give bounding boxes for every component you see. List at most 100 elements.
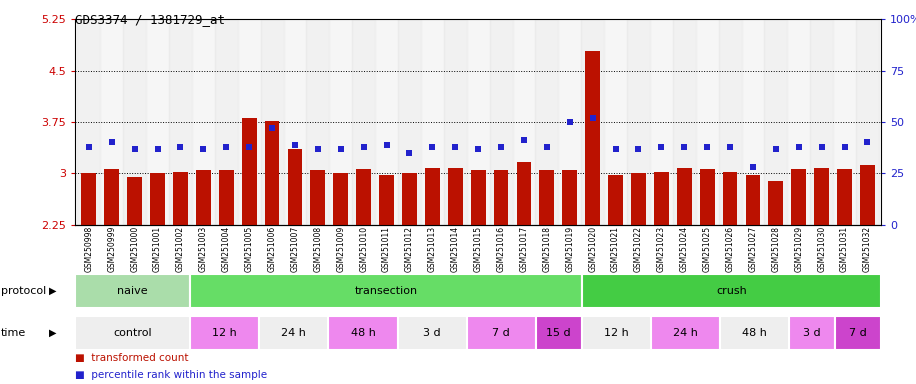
Bar [787,19,810,225]
Bar [356,169,371,225]
Bar [425,169,440,225]
Text: GDS3374 / 1381729_at: GDS3374 / 1381729_at [75,13,225,26]
Bar [191,274,582,308]
Bar [242,119,256,225]
Text: control: control [114,328,152,338]
Text: protocol: protocol [1,286,46,296]
Point [494,144,508,150]
Bar [150,172,165,225]
Bar [466,19,489,225]
Text: ▶: ▶ [49,328,56,338]
Bar [376,19,398,225]
Bar [196,170,211,225]
Bar [82,172,96,225]
Bar [654,172,669,225]
Text: 12 h: 12 h [213,328,237,338]
Point [173,144,188,150]
Bar [585,51,600,225]
Point [631,146,646,152]
Bar [742,19,764,225]
Bar [191,316,259,350]
Bar [834,19,856,225]
Bar [259,316,329,350]
Bar [582,274,881,308]
Point [150,146,165,152]
Text: 3 d: 3 d [423,328,441,338]
Bar [672,19,696,225]
Bar [147,19,169,225]
Bar [173,172,188,225]
Bar [562,170,577,225]
Bar [471,170,485,225]
Text: ■  percentile rank within the sample: ■ percentile rank within the sample [75,370,267,380]
Point [288,141,302,147]
Bar [169,19,192,225]
Bar [127,177,142,225]
Text: 7 d: 7 d [492,328,510,338]
Text: 7 d: 7 d [849,328,867,338]
Bar [723,172,737,225]
Point [448,144,463,150]
Bar [764,19,787,225]
Bar [75,274,191,308]
Bar [651,316,720,350]
Point [517,137,531,144]
Text: 48 h: 48 h [742,328,767,338]
Bar [288,149,302,225]
Bar [605,19,627,225]
Bar [219,170,234,225]
Point [104,139,119,146]
Bar [517,162,531,225]
Bar [123,19,147,225]
Bar [448,168,463,225]
Point [540,144,554,150]
Point [746,164,760,170]
Bar [608,175,623,225]
Bar [631,172,646,225]
Bar [856,19,879,225]
Point [769,146,783,152]
Bar [421,19,443,225]
Bar [582,316,651,350]
Point [562,119,577,125]
Bar [494,170,508,225]
Bar [75,316,191,350]
Point [379,141,394,147]
Bar [535,19,559,225]
Bar [700,169,714,225]
Bar [398,19,421,225]
Point [265,125,279,131]
Point [723,144,737,150]
Bar [238,19,261,225]
Bar [540,170,554,225]
Text: ▶: ▶ [49,286,56,296]
Bar [860,165,875,225]
Bar [265,121,279,225]
Point [82,144,96,150]
Bar [284,19,306,225]
Point [242,144,256,150]
Point [425,144,440,150]
Point [311,146,325,152]
Text: 24 h: 24 h [281,328,306,338]
Text: 3 d: 3 d [803,328,821,338]
Bar [559,19,581,225]
Point [837,144,852,150]
Bar [536,316,582,350]
Text: transection: transection [354,286,418,296]
Bar [329,316,398,350]
Bar [466,316,536,350]
Point [127,146,142,152]
Bar [330,19,352,225]
Bar [746,175,760,225]
Text: 24 h: 24 h [673,328,698,338]
Bar [835,316,881,350]
Bar [791,169,806,225]
Point [608,146,623,152]
Bar [192,19,214,225]
Bar [490,19,513,225]
Bar [769,182,783,225]
Bar [443,19,466,225]
Text: ■  transformed count: ■ transformed count [75,353,189,363]
Text: naive: naive [117,286,148,296]
